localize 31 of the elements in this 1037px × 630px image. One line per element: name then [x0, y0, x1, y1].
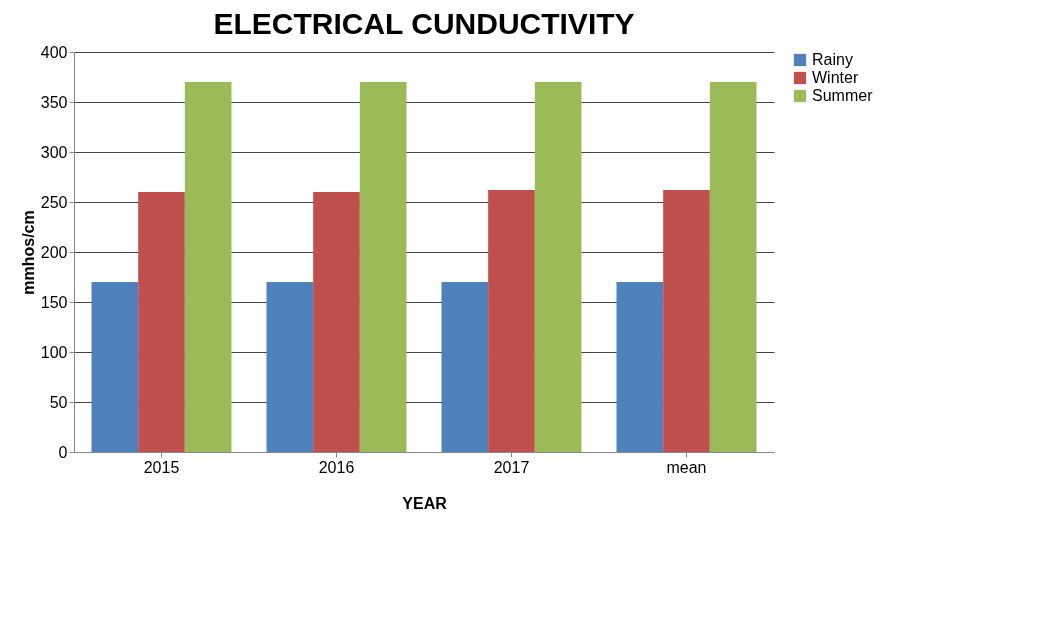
bar	[184, 82, 232, 452]
y-tick-label: 350	[40, 93, 68, 111]
bar	[441, 282, 489, 452]
y-tick-label: 200	[40, 243, 68, 261]
legend-label: Rainy	[812, 51, 853, 68]
legend-label: Summer	[812, 87, 874, 104]
x-tick-label: 2016	[318, 458, 355, 476]
bar	[534, 82, 582, 452]
y-tick-label: 0	[58, 443, 68, 461]
x-tick-label: 2017	[493, 458, 530, 476]
x-axis-title: YEAR	[402, 494, 448, 512]
bar	[359, 82, 407, 452]
y-tick-label: 50	[49, 393, 68, 411]
bar	[91, 282, 139, 452]
bar	[266, 282, 314, 452]
chart-title: ELECTRICAL CUNDUCTIVITY	[213, 7, 635, 40]
bar	[616, 282, 664, 452]
y-tick-label: 100	[40, 343, 68, 361]
legend-label: Winter	[812, 69, 859, 86]
y-tick-label: 250	[40, 193, 68, 211]
y-tick-label: 300	[40, 143, 68, 161]
bar	[313, 192, 360, 452]
x-tick-label: mean	[666, 458, 707, 476]
x-tick-label: 2015	[143, 458, 180, 476]
y-tick-label: 150	[40, 293, 68, 311]
bar	[709, 82, 757, 452]
bar	[138, 192, 185, 452]
y-tick-label: 400	[40, 43, 68, 61]
bar	[488, 190, 535, 452]
bar	[663, 190, 710, 452]
y-axis-title: mmhos/cm	[19, 210, 37, 295]
